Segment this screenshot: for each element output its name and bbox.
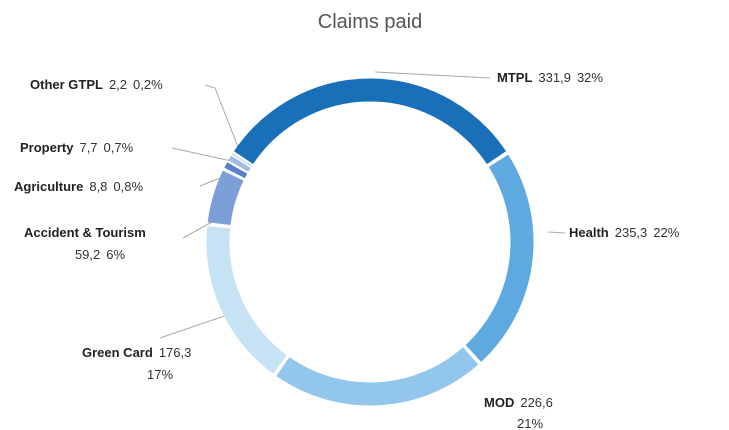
- data-label: Accident & Tourism: [24, 225, 146, 240]
- donut-segment: [233, 78, 507, 165]
- percent-label: 6%: [106, 247, 125, 262]
- data-label: Other GTPL 2,2 0,2%: [30, 77, 163, 92]
- donut-segment: [465, 154, 534, 362]
- donut-segment: [224, 162, 248, 179]
- leader-line: [199, 177, 221, 187]
- percent-label: 22%: [653, 225, 679, 240]
- data-label: Health 235,3 22%: [569, 225, 680, 240]
- leader-line: [204, 84, 241, 153]
- donut-segment: [206, 226, 287, 374]
- leader-line: [547, 231, 566, 234]
- value-label: 235,3: [615, 225, 648, 240]
- value-label: 331,9: [538, 70, 571, 85]
- data-label: Property 7,7 0,7%: [20, 140, 134, 155]
- donut-segment: [231, 153, 253, 167]
- value-label: 176,3: [159, 345, 192, 360]
- percent-label: 21%: [517, 416, 543, 430]
- value-label: 59,2: [75, 247, 100, 262]
- leader-line: [374, 71, 491, 79]
- data-label: 59,2 6%: [75, 247, 126, 262]
- value-label: 8,8: [89, 179, 107, 194]
- donut-segment: [228, 155, 251, 172]
- category-label: MTPL: [497, 70, 532, 85]
- category-label: Health: [569, 225, 609, 240]
- data-label: MTPL 331,9 32%: [497, 70, 603, 85]
- category-label: Property: [20, 140, 74, 155]
- percent-label: 0,7%: [104, 140, 134, 155]
- leader-line: [182, 221, 213, 239]
- chart-title: Claims paid: [318, 11, 422, 33]
- data-label: Agriculture 8,8 0,8%: [14, 179, 143, 194]
- value-label: 7,7: [79, 140, 97, 155]
- data-label: 17%: [147, 367, 173, 382]
- leader-line: [159, 311, 237, 339]
- category-label: Accident & Tourism: [24, 225, 146, 240]
- category-label: Other GTPL: [30, 77, 103, 92]
- donut-segment: [276, 347, 479, 406]
- data-label: Green Card 176,3: [82, 345, 191, 360]
- value-label: 226,6: [520, 395, 553, 410]
- percent-label: 32%: [577, 70, 603, 85]
- leader-lines: [159, 71, 566, 339]
- category-label: Green Card: [82, 345, 153, 360]
- leader-line: [171, 147, 237, 163]
- category-label: Agriculture: [14, 179, 83, 194]
- percent-label: 0,2%: [133, 77, 163, 92]
- data-label: 21%: [517, 416, 543, 430]
- percent-label: 0,8%: [113, 179, 143, 194]
- data-label: MOD 226,6: [484, 395, 553, 410]
- percent-label: 17%: [147, 367, 173, 382]
- value-label: 2,2: [109, 77, 127, 92]
- category-label: MOD: [484, 395, 514, 410]
- donut-segment: [207, 170, 244, 226]
